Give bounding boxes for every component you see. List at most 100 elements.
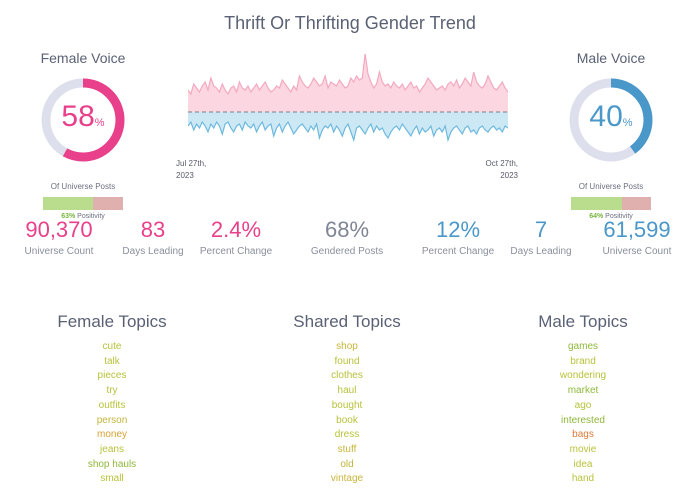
- stat-label: Days Leading: [122, 246, 184, 257]
- female-universe-label: Of Universe Posts: [50, 182, 116, 191]
- male-series-area: [188, 112, 508, 140]
- stat-label: Percent Change: [421, 246, 495, 257]
- stat-label: Days Leading: [510, 246, 572, 257]
- stat-female-change: 2.4% Percent Change: [196, 218, 276, 258]
- topic-item: found: [334, 355, 360, 367]
- female-donut-arc: [41, 78, 125, 162]
- male-voice-panel: Male Voice 40% Of Universe Posts 64% Pos…: [566, 50, 656, 220]
- female-donut-chart: [41, 78, 125, 162]
- stat-male-universe: 61,599 Universe Count: [598, 217, 676, 258]
- topic-item: dress: [334, 429, 360, 441]
- stat-value: 83: [140, 217, 166, 242]
- topic-item: brand: [570, 355, 596, 367]
- male-percent: 40%: [569, 100, 653, 134]
- stat-label: Percent Change: [199, 246, 273, 257]
- topic-item: ago: [574, 399, 592, 411]
- x-axis-start-line2: 2023: [176, 171, 194, 180]
- female-negativity-fill: [93, 197, 123, 210]
- stat-value: 12%: [435, 217, 481, 242]
- male-positivity-text: Positivity: [605, 213, 633, 220]
- topic-item: clothes: [331, 370, 363, 382]
- topic-item: book: [336, 414, 358, 426]
- female-series-line: [187, 53, 509, 96]
- shared-topics-title: Shared Topics: [293, 312, 401, 331]
- male-series-line: [187, 120, 509, 143]
- female-positivity-pct: 63%: [61, 213, 76, 220]
- trend-chart: [187, 52, 509, 157]
- shared-topics-list: shop found clothes haul bought book dress stuff…: [262, 340, 432, 487]
- female-positivity-fill: [43, 197, 94, 210]
- female-positivity-text: Positivity: [77, 213, 105, 220]
- topic-item: cute: [102, 341, 122, 352]
- topic-item: games: [567, 341, 598, 352]
- stat-value: 90,370: [25, 217, 93, 242]
- topic-item: shop hauls: [87, 458, 137, 470]
- topic-item: shop: [336, 341, 358, 352]
- topic-item: haul: [337, 385, 357, 397]
- topic-item: try: [106, 385, 118, 397]
- topic-item: pieces: [97, 370, 127, 382]
- stat-value: 7: [534, 217, 548, 242]
- stat-male-change: 12% Percent Change: [418, 217, 498, 258]
- stat-value: 61,599: [603, 217, 671, 242]
- female-donut: 58%: [41, 78, 125, 162]
- female-percent-unit: %: [94, 117, 105, 129]
- male-positivity-pct: 64%: [589, 213, 604, 220]
- male-percent-unit: %: [622, 117, 633, 129]
- shared-topics: Shared Topics shop found clothes haul bought…: [262, 312, 432, 487]
- x-axis-end-label: Oct 27th, 2023: [484, 158, 518, 182]
- female-voice-panel: Female Voice 58% Of Universe Posts 63% P…: [38, 50, 128, 220]
- stat-label: Gendered Posts: [310, 246, 384, 257]
- x-axis-end-line1: Oct 27th,: [485, 159, 518, 168]
- topic-item: wondering: [559, 370, 607, 382]
- male-donut-arc: [569, 78, 653, 162]
- male-topics-list: games brand wondering market ago interested ba…: [498, 340, 668, 487]
- male-topics-title: Male Topics: [538, 312, 628, 331]
- topic-item: person: [96, 414, 128, 426]
- female-series-area: [188, 54, 508, 112]
- topic-item: vintage: [330, 473, 364, 485]
- stat-value: 68%: [324, 217, 370, 242]
- female-topics-list: cute talk pieces try outfits person money jeans…: [27, 340, 197, 487]
- trend-chart-svg: [187, 53, 509, 143]
- topic-item: outfits: [98, 399, 126, 411]
- male-positivity-fill: [571, 197, 623, 210]
- stat-gendered: 68% Gendered Posts: [306, 217, 388, 258]
- topic-item: idea: [573, 458, 593, 470]
- topic-item: stuff: [337, 443, 357, 455]
- female-topics: Female Topics cute talk pieces try outfits pe…: [27, 312, 197, 487]
- stat-male-days: 7 Days Leading: [506, 217, 576, 258]
- x-axis-end-line2: 2023: [500, 171, 518, 180]
- male-universe-label: Of Universe Posts: [578, 182, 644, 191]
- topic-item: bags: [572, 429, 594, 441]
- topic-item: market: [567, 385, 599, 397]
- topic-item: interested: [561, 414, 605, 426]
- stat-female-universe: 90,370 Universe Count: [18, 217, 100, 258]
- x-axis-start-line1: Jul 27th,: [176, 159, 207, 168]
- male-donut-chart: [569, 78, 653, 162]
- male-positivity-label: 64% Positivity: [566, 213, 656, 220]
- page-title: Thrift Or Thrifting Gender Trend: [224, 13, 476, 33]
- female-positivity-bar: [43, 197, 123, 210]
- topic-item: bought: [331, 399, 363, 411]
- topic-item: small: [100, 473, 124, 485]
- male-negativity-fill: [622, 197, 651, 210]
- male-donut: 40%: [569, 78, 653, 162]
- topic-item: movie: [569, 443, 597, 455]
- female-percent-value: 58: [61, 100, 95, 133]
- female-positivity-label: 63% Positivity: [38, 213, 128, 220]
- stat-label: Universe Count: [24, 246, 94, 257]
- male-percent-value: 40: [589, 100, 623, 133]
- x-axis-start-label: Jul 27th, 2023: [176, 158, 206, 182]
- stat-label: Universe Count: [602, 246, 672, 257]
- topic-item: hand: [571, 473, 595, 485]
- topic-item: talk: [104, 355, 120, 367]
- male-voice-title: Male Voice: [576, 50, 646, 66]
- topic-item: jeans: [100, 443, 124, 455]
- male-topics: Male Topics games brand wondering market ago…: [498, 312, 668, 487]
- stat-female-days: 83 Days Leading: [118, 217, 188, 258]
- female-voice-title: Female Voice: [40, 50, 126, 66]
- female-topics-title: Female Topics: [57, 312, 167, 331]
- male-positivity-bar: [571, 197, 651, 210]
- topic-item: money: [96, 429, 127, 441]
